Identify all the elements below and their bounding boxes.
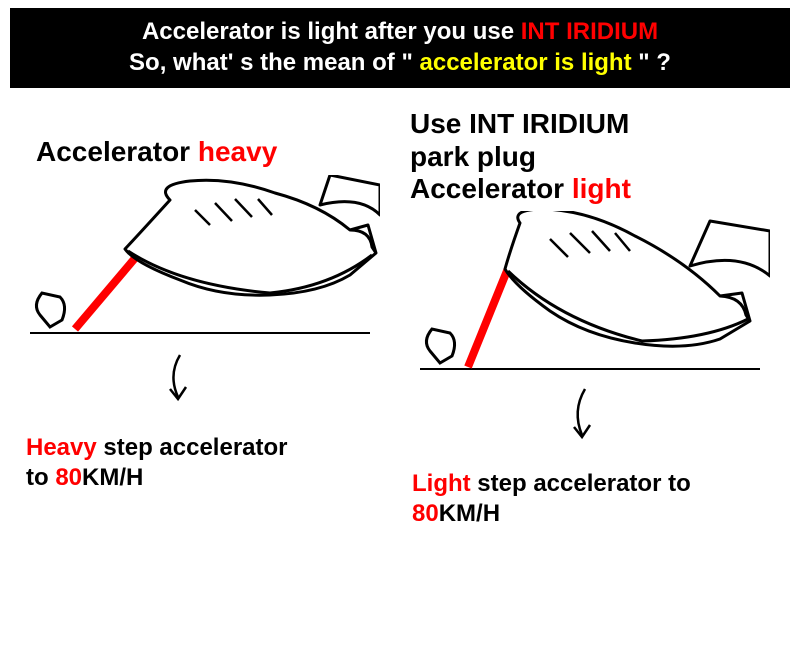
caption-text: to bbox=[26, 464, 55, 491]
diagram-light bbox=[410, 211, 770, 451]
caption-text: step accelerator to bbox=[471, 470, 691, 497]
caption-text: step accelerator bbox=[97, 434, 288, 461]
pedal-stem-icon bbox=[36, 293, 64, 327]
header-banner: Accelerator is light after you use INT I… bbox=[10, 8, 790, 88]
title-line: Accelerator bbox=[410, 173, 572, 204]
title-line: Use INT IRIDIUM bbox=[410, 108, 629, 139]
panel-light: Use INT IRIDIUM park plug Accelerator li… bbox=[410, 108, 780, 529]
caption-light: Light step accelerator to 80KM/H bbox=[412, 469, 780, 529]
header-highlight-red: INT IRIDIUM bbox=[521, 18, 658, 45]
pedal-stem-icon bbox=[426, 329, 454, 363]
panel-heavy: Accelerator heavy bbox=[20, 108, 390, 529]
shoe-icon bbox=[125, 175, 380, 295]
panel-title-heavy: Accelerator heavy bbox=[36, 136, 390, 168]
panel-title-light: Use INT IRIDIUM park plug Accelerator li… bbox=[410, 108, 780, 205]
content-row: Accelerator heavy bbox=[0, 88, 800, 529]
header-line-2: So, what' s the mean of " accelerator is… bbox=[16, 47, 784, 78]
header-line-1: Accelerator is light after you use INT I… bbox=[16, 16, 784, 47]
caption-value: 80 bbox=[412, 500, 439, 527]
caption-highlight: Heavy bbox=[26, 434, 97, 461]
down-arrow-icon bbox=[170, 355, 186, 399]
header-text: Accelerator is light after you use bbox=[142, 18, 521, 45]
title-line: park plug bbox=[410, 141, 536, 172]
title-highlight: light bbox=[572, 173, 631, 204]
title-highlight: heavy bbox=[198, 136, 277, 167]
caption-highlight: Light bbox=[412, 470, 471, 497]
diagram-heavy bbox=[20, 175, 380, 415]
header-highlight-yellow: accelerator is light bbox=[420, 49, 632, 76]
shoe-icon bbox=[505, 211, 770, 346]
header-text: So, what' s the mean of " bbox=[129, 49, 419, 76]
caption-unit: KM/H bbox=[439, 500, 500, 527]
caption-value: 80 bbox=[55, 464, 82, 491]
header-text: " ? bbox=[632, 49, 671, 76]
caption-unit: KM/H bbox=[82, 464, 143, 491]
down-arrow-icon bbox=[574, 389, 590, 437]
title-text: Accelerator bbox=[36, 136, 198, 167]
caption-heavy: Heavy step accelerator to 80KM/H bbox=[26, 433, 390, 493]
